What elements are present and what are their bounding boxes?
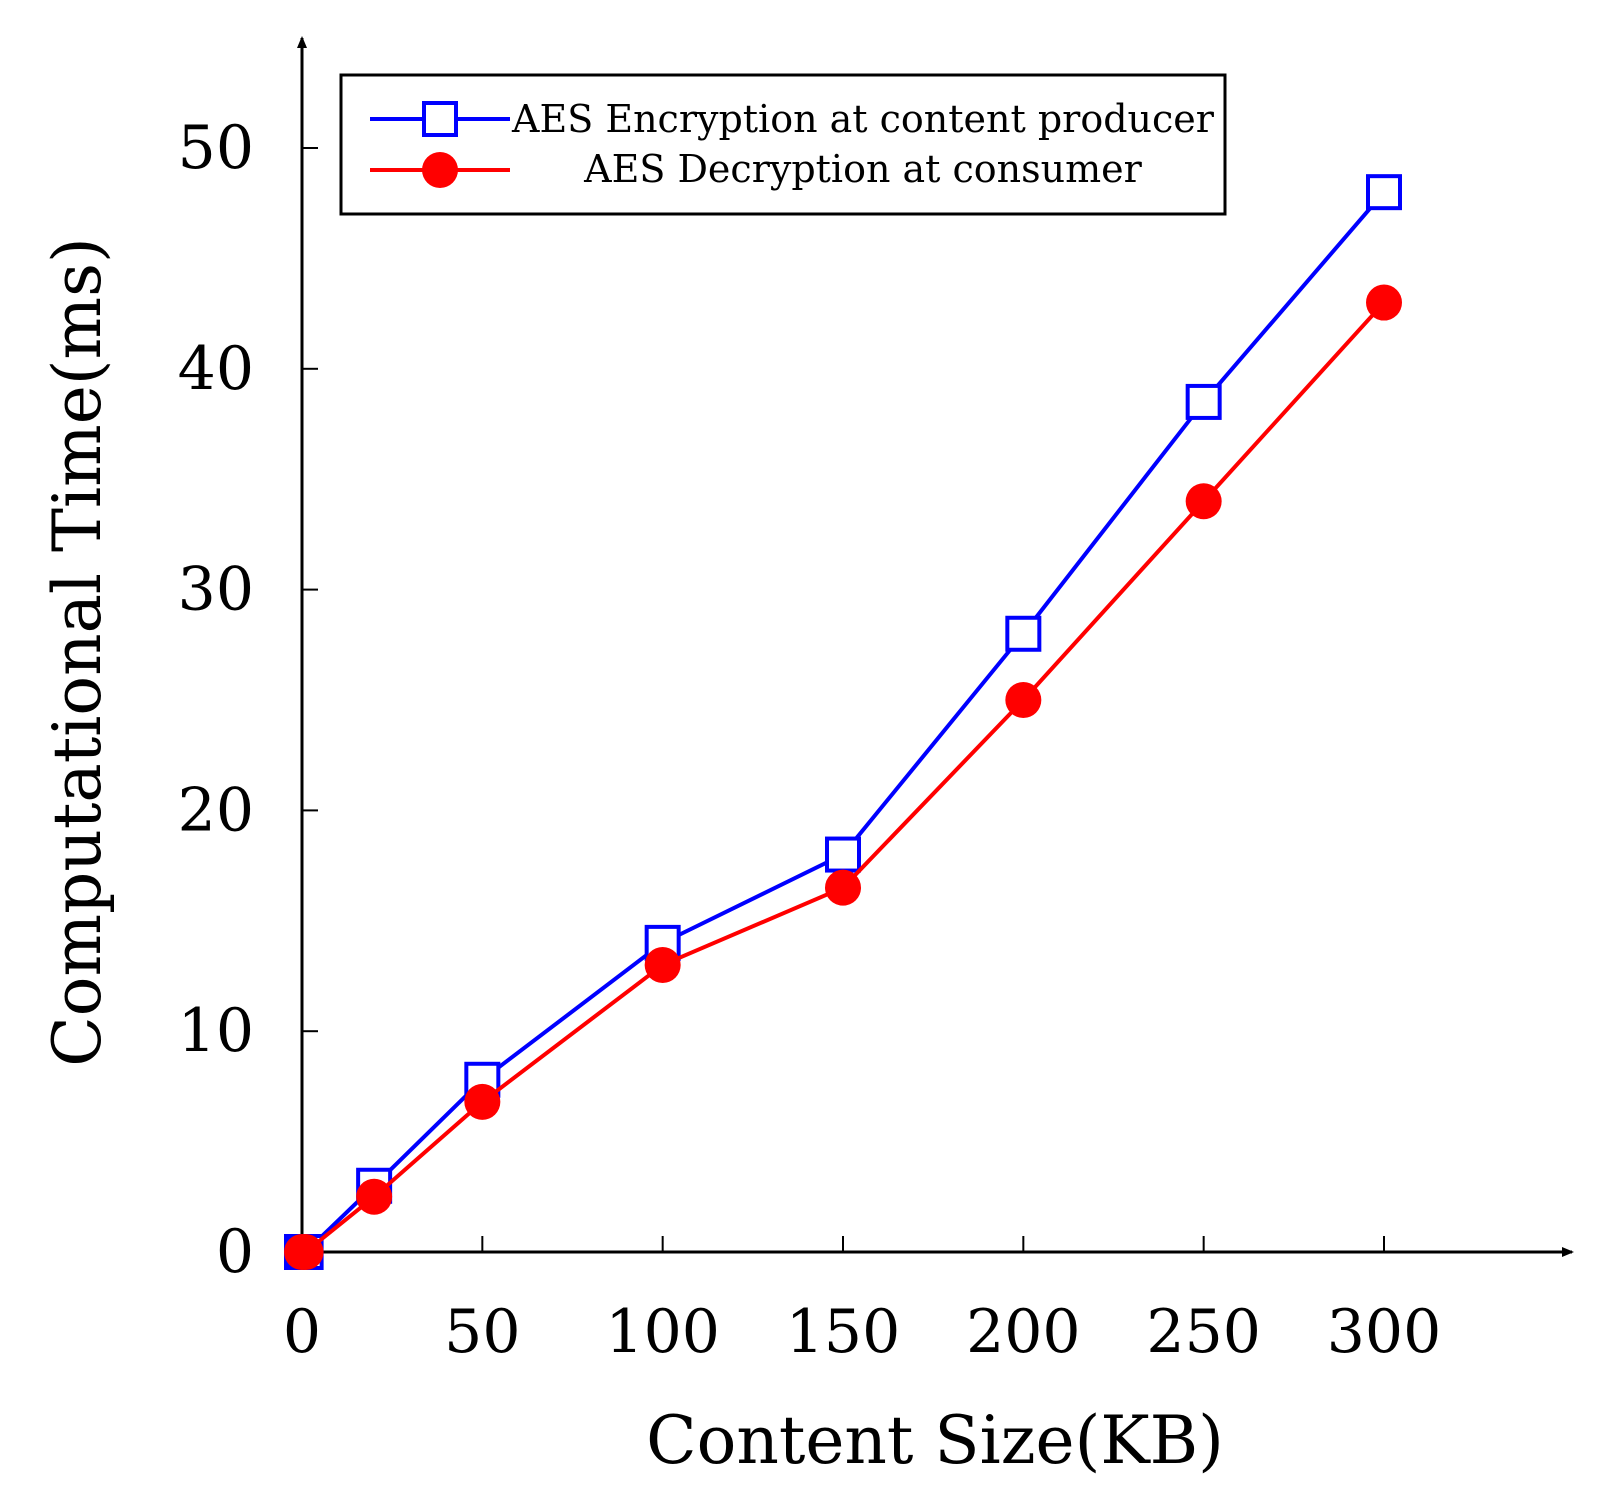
data-point <box>1005 682 1042 718</box>
data-point <box>464 1083 501 1120</box>
series-line <box>302 190 1386 1254</box>
data-point <box>1005 615 1042 652</box>
x-ticks: 0 50 100 150 200 250 300 <box>283 1236 1441 1367</box>
data-point <box>1366 174 1402 211</box>
data-point <box>1185 383 1222 420</box>
y-tick-label: 30 <box>178 555 254 625</box>
data-point <box>825 869 861 906</box>
series-line <box>302 301 1386 1254</box>
data-point <box>1366 284 1402 321</box>
x-tick-label: 0 <box>283 1297 321 1367</box>
y-tick-label: 20 <box>178 775 254 845</box>
legend-box <box>339 73 1227 216</box>
data-point <box>287 1234 324 1270</box>
series-layer <box>284 174 1402 1270</box>
x-tick-label: 250 <box>1146 1297 1261 1367</box>
legend-label-encryption: AES Encryption at content producer <box>511 97 1215 141</box>
x-tick-label: 50 <box>444 1297 520 1367</box>
x-tick-label: 100 <box>605 1297 720 1367</box>
legend-marker-encryption <box>422 101 458 137</box>
data-point <box>356 1178 393 1215</box>
y-tick-label: 0 <box>216 1217 254 1287</box>
y-tick-label: 10 <box>178 996 254 1066</box>
x-tick-label: 150 <box>786 1297 901 1367</box>
data-point <box>1185 483 1222 520</box>
legend: AES Encryption at content producer AES D… <box>339 73 1227 216</box>
series-decryption <box>284 284 1402 1270</box>
y-ticks: 0 10 20 30 40 50 <box>178 113 318 1287</box>
y-tick-label: 50 <box>178 113 254 183</box>
x-tick-label: 200 <box>966 1297 1081 1367</box>
x-axis-title: Content Size(KB) <box>646 1402 1224 1479</box>
y-axis-title: Computational Time(ms) <box>39 237 116 1066</box>
legend-marker-decryption <box>422 152 458 188</box>
x-tick-label: 300 <box>1327 1297 1442 1367</box>
series-encryption <box>284 174 1402 1270</box>
legend-label-decryption: AES Decryption at consumer <box>583 147 1142 191</box>
data-point <box>825 836 861 873</box>
data-point <box>644 946 681 983</box>
y-tick-label: 40 <box>178 334 254 404</box>
